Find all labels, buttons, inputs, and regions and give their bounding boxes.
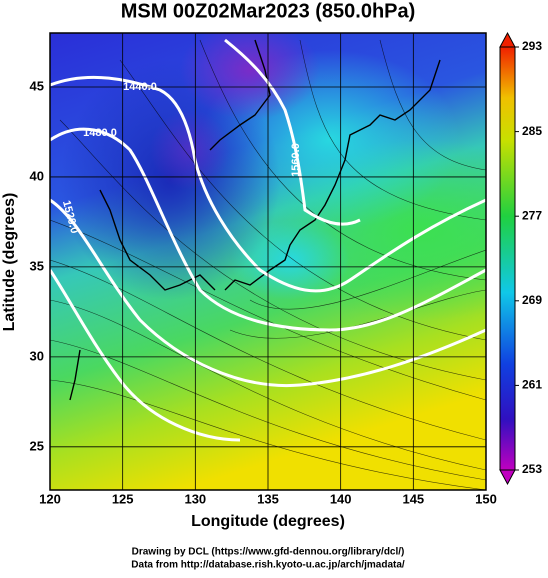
contour-label: 1440.0 bbox=[123, 81, 157, 93]
colorbar-extend-bottom bbox=[499, 469, 516, 486]
x-tick-label: 130 bbox=[184, 491, 206, 506]
y-tick-label: 45 bbox=[30, 78, 44, 93]
contour-label: 1480.0 bbox=[83, 127, 117, 139]
colorbar-tick-label: 269 bbox=[522, 293, 542, 307]
x-tick-label: 150 bbox=[475, 491, 497, 506]
colorbar-extend-top bbox=[499, 31, 516, 48]
colorbar bbox=[499, 31, 516, 486]
y-tick-label: 40 bbox=[30, 168, 44, 183]
title: MSM 00Z02Mar2023 (850.0hPa) bbox=[121, 0, 416, 22]
x-axis-label: Longitude (degrees) bbox=[191, 513, 345, 530]
x-tick-label: 140 bbox=[330, 491, 352, 506]
colorbar-tick-label: 293 bbox=[522, 39, 542, 53]
x-tick-label: 135 bbox=[257, 491, 279, 506]
colorbar-scale bbox=[499, 46, 516, 471]
y-axis-label: Latitude (degrees) bbox=[1, 193, 18, 332]
y-tick-label: 25 bbox=[30, 438, 44, 453]
colorbar-tick-label: 277 bbox=[522, 208, 542, 222]
colorbar-tick-label: 253 bbox=[522, 462, 542, 476]
footer-line: Drawing by DCL (https://www.gfd-dennou.o… bbox=[132, 547, 405, 558]
x-tick-label: 125 bbox=[112, 491, 134, 506]
colorbar-tick-label: 261 bbox=[522, 378, 542, 392]
x-tick-label: 145 bbox=[402, 491, 424, 506]
colorbar-tick-label: 285 bbox=[522, 124, 542, 138]
y-tick-label: 30 bbox=[30, 348, 44, 363]
y-tick-label: 35 bbox=[30, 258, 44, 273]
footer-line: Data from http://database.rish.kyoto-u.a… bbox=[131, 560, 405, 571]
contour-label: 1560.0 bbox=[290, 143, 302, 177]
x-tick-label: 120 bbox=[39, 491, 61, 506]
